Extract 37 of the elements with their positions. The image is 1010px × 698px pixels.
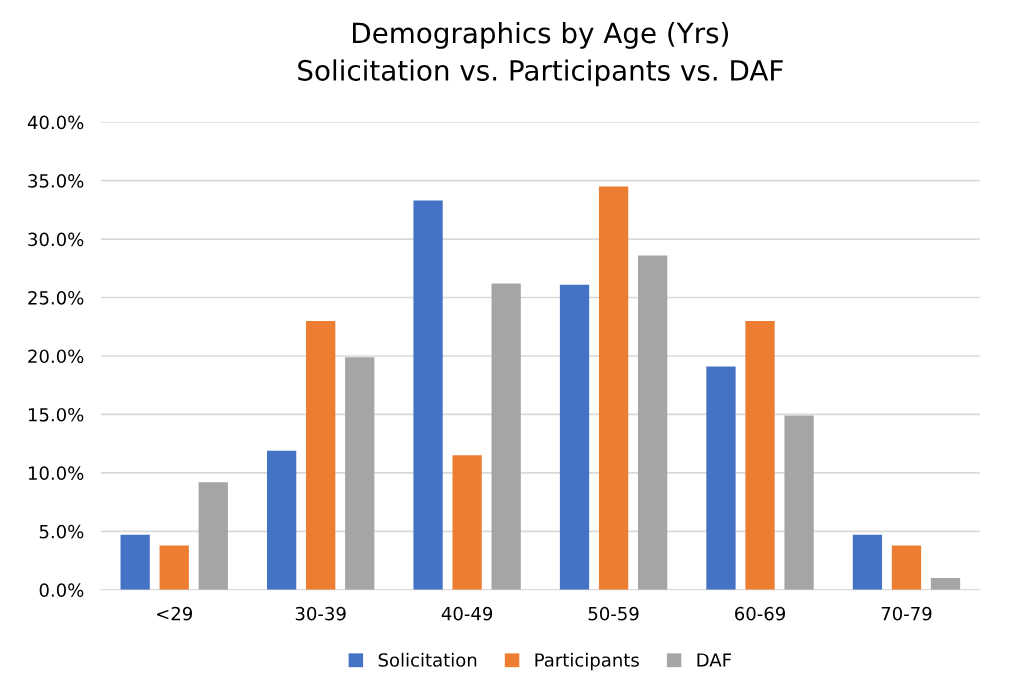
- bar: [120, 534, 150, 590]
- bar: [706, 366, 736, 590]
- bar: [852, 534, 883, 590]
- y-tick-label: 40.0%: [27, 115, 84, 130]
- y-tick-label: 30.0%: [28, 232, 84, 247]
- y-tick-label: 20.0%: [28, 349, 84, 364]
- y-tick-label: 10.0%: [28, 466, 84, 481]
- y-tick-label: 25.0%: [28, 290, 84, 305]
- bar: [891, 545, 922, 590]
- y-tick-label: 35.0%: [28, 174, 84, 188]
- legend-label: Participants: [535, 652, 639, 671]
- bar: [637, 255, 668, 590]
- y-tick-label: 0.0%: [39, 583, 84, 597]
- bar: [413, 200, 443, 590]
- bar: [159, 545, 189, 590]
- bar: [745, 320, 775, 590]
- x-tick-label: 40-49: [441, 606, 493, 621]
- y-tick-label: 15.0%: [28, 407, 84, 422]
- bar: [198, 482, 228, 590]
- bar: [452, 455, 482, 590]
- bar: [930, 578, 961, 590]
- bar: [306, 320, 336, 590]
- bar: [491, 283, 521, 590]
- x-tick-label: 70-79: [881, 606, 932, 621]
- bar: [559, 284, 590, 590]
- bar: [266, 450, 297, 590]
- bar: [598, 186, 629, 590]
- legend-label: DAF: [697, 653, 732, 667]
- x-tick-label: 60-69: [735, 606, 785, 621]
- legend-label: Solicitation: [378, 652, 477, 667]
- x-tick-label: <29: [157, 606, 193, 621]
- x-tick-label: 50-59: [588, 606, 639, 621]
- bar: [784, 415, 814, 590]
- bar: [345, 357, 375, 590]
- x-tick-label: 30-39: [295, 606, 346, 621]
- y-tick-label: 5.0%: [39, 524, 84, 539]
- chart-title: Demographics by Age (Yrs) Solicitation vs. Participants vs. DAF: [298, 21, 783, 87]
